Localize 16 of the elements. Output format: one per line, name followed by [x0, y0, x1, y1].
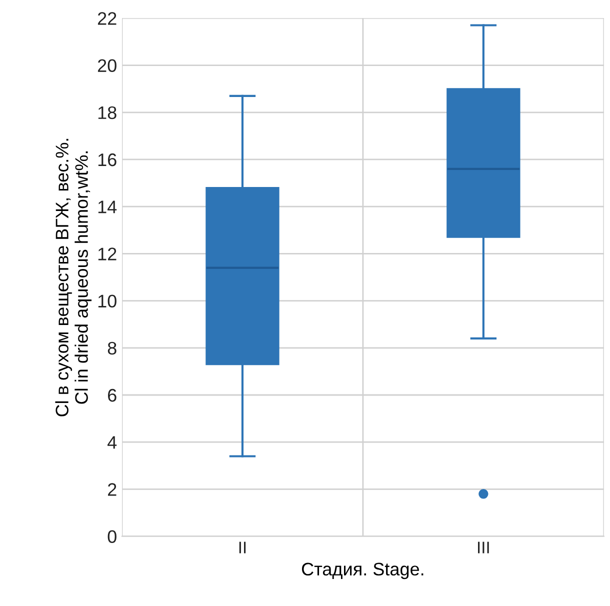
y-axis-title: Cl в сухом веществе ВГЖ, вес.%. Cl in dried aqueous humor,wt%. [55, 138, 92, 416]
y-tick-label: 12 [98, 248, 116, 260]
y-tick-label: 6 [108, 388, 116, 402]
y-tick-label: 14 [98, 200, 117, 214]
y-tick-label: 2 [108, 483, 116, 496]
y-tick-label: 8 [108, 342, 116, 355]
x-axis-title: Стадия. Stage. [302, 562, 424, 580]
y-tick-label: 4 [108, 436, 117, 449]
y-tick-label: 20 [98, 59, 116, 72]
y-tick-label: 18 [98, 106, 116, 120]
y-tick-label: 0 [108, 530, 116, 544]
y-tick-label: 10 [98, 294, 116, 308]
y-tick-label: 16 [98, 153, 116, 166]
x-tick-label: II [239, 542, 246, 554]
x-tick-label: III [478, 542, 489, 554]
y-tick-label: 22 [98, 12, 116, 25]
